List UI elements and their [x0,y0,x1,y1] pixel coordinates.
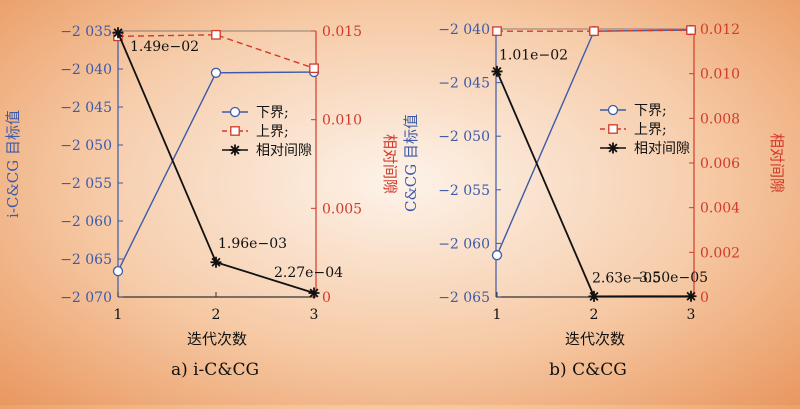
x-tick-label: 2 [590,307,599,323]
legend-marker [607,142,619,154]
series-line [117,34,315,69]
right-tick-label: 0 [700,290,709,306]
legend-marker [607,104,619,116]
x-tick-label: 3 [687,307,696,323]
legend-label: 上界; [256,124,289,140]
left-tick-label: −2 060 [438,236,490,252]
left-tick-label: −2 060 [60,214,112,230]
legend-label: 下界; [634,103,667,119]
gap-annotation: 1.96e−03 [218,236,287,252]
legend-marker [229,144,241,156]
gap-annotation: 2.63e−05 [592,270,661,286]
left-tick-label: −2 050 [438,129,490,145]
legend-label: 下界; [256,105,289,121]
series-3 [112,27,320,299]
data-point [589,26,599,36]
legend: 下界; 上界; 相对间隙 [222,105,312,159]
data-point [112,266,124,277]
chart-panel-1: −2 035 −2 040 −2 045 −2 050 −2 055 −2 060 −2 0… [4,24,399,380]
left-tick-label: −2 040 [438,22,490,38]
gap-annotation: 1.49e−02 [130,39,199,55]
right-axis-title: 相对间隙 [381,134,399,194]
x-tick-label: 1 [114,307,123,323]
legend-marker [230,126,240,136]
x-axis-title: 迭代次数 [187,330,247,348]
panel-caption: a) i-C&CG [171,360,259,380]
left-tick-label: −2 040 [60,62,112,78]
plot-area [496,29,694,297]
left-tick-label: −2 055 [438,183,490,199]
data-point [210,67,222,78]
legend-marker [608,124,618,134]
panel-caption: b) C&CG [549,360,627,380]
right-tick-label: 0.015 [322,24,362,40]
data-point [491,250,503,261]
x-axis-title: 迭代次数 [565,330,625,348]
right-tick-label: 0.010 [322,113,362,129]
right-axis-title: 相对间隙 [768,133,786,193]
data-point [308,287,320,299]
data-point [211,29,221,40]
legend: 下界; 上界; 相对间隙 [600,103,690,157]
data-point [686,25,696,35]
legend-marker [229,106,241,118]
right-tick-label: 0.004 [700,201,740,217]
data-point [112,27,124,39]
chart-panel-2: −2 040 −2 045 −2 050 −2 055 −2 060 −2 065 0 0.0… [402,22,786,380]
right-tick-label: 0 [322,290,331,306]
gap-annotation: 3.50e−05 [639,270,708,286]
legend-label: 相对间隙 [634,141,690,157]
right-tick-label: 0.008 [700,111,740,127]
left-tick-label: −2 050 [60,138,112,154]
right-tick-label: 0.002 [700,245,740,261]
series-3 [491,65,697,302]
data-point [210,256,222,268]
legend-label: 上界; [634,122,667,138]
left-tick-label: −2 035 [60,24,112,40]
data-point [491,65,503,77]
left-tick-label: −2 065 [60,252,112,268]
left-tick-label: −2 070 [60,290,112,306]
series-2 [492,25,696,36]
gap-annotation: 2.27e−04 [274,265,343,281]
legend-label: 相对间隙 [256,143,312,159]
x-tick-label: 2 [212,307,221,323]
series-line [497,29,692,32]
left-tick-label: −2 065 [438,290,490,306]
data-point [309,63,319,74]
x-tick-label: 1 [493,307,502,323]
left-tick-label: −2 055 [60,176,112,192]
right-tick-label: 0.005 [322,201,362,217]
left-tick-label: −2 045 [438,76,490,92]
data-point [492,26,502,36]
x-tick-label: 3 [310,307,319,323]
right-tick-label: 0.012 [700,22,740,38]
left-axis-title: i-C&CG 目标值 [4,110,22,218]
data-point [685,290,697,302]
right-tick-label: 0.010 [700,67,740,83]
left-axis-title: C&CG 目标值 [402,114,420,212]
left-tick-label: −2 045 [60,100,112,116]
gap-annotation: 1.01e−02 [499,47,568,63]
data-point [588,290,600,302]
right-tick-label: 0.006 [700,156,740,172]
